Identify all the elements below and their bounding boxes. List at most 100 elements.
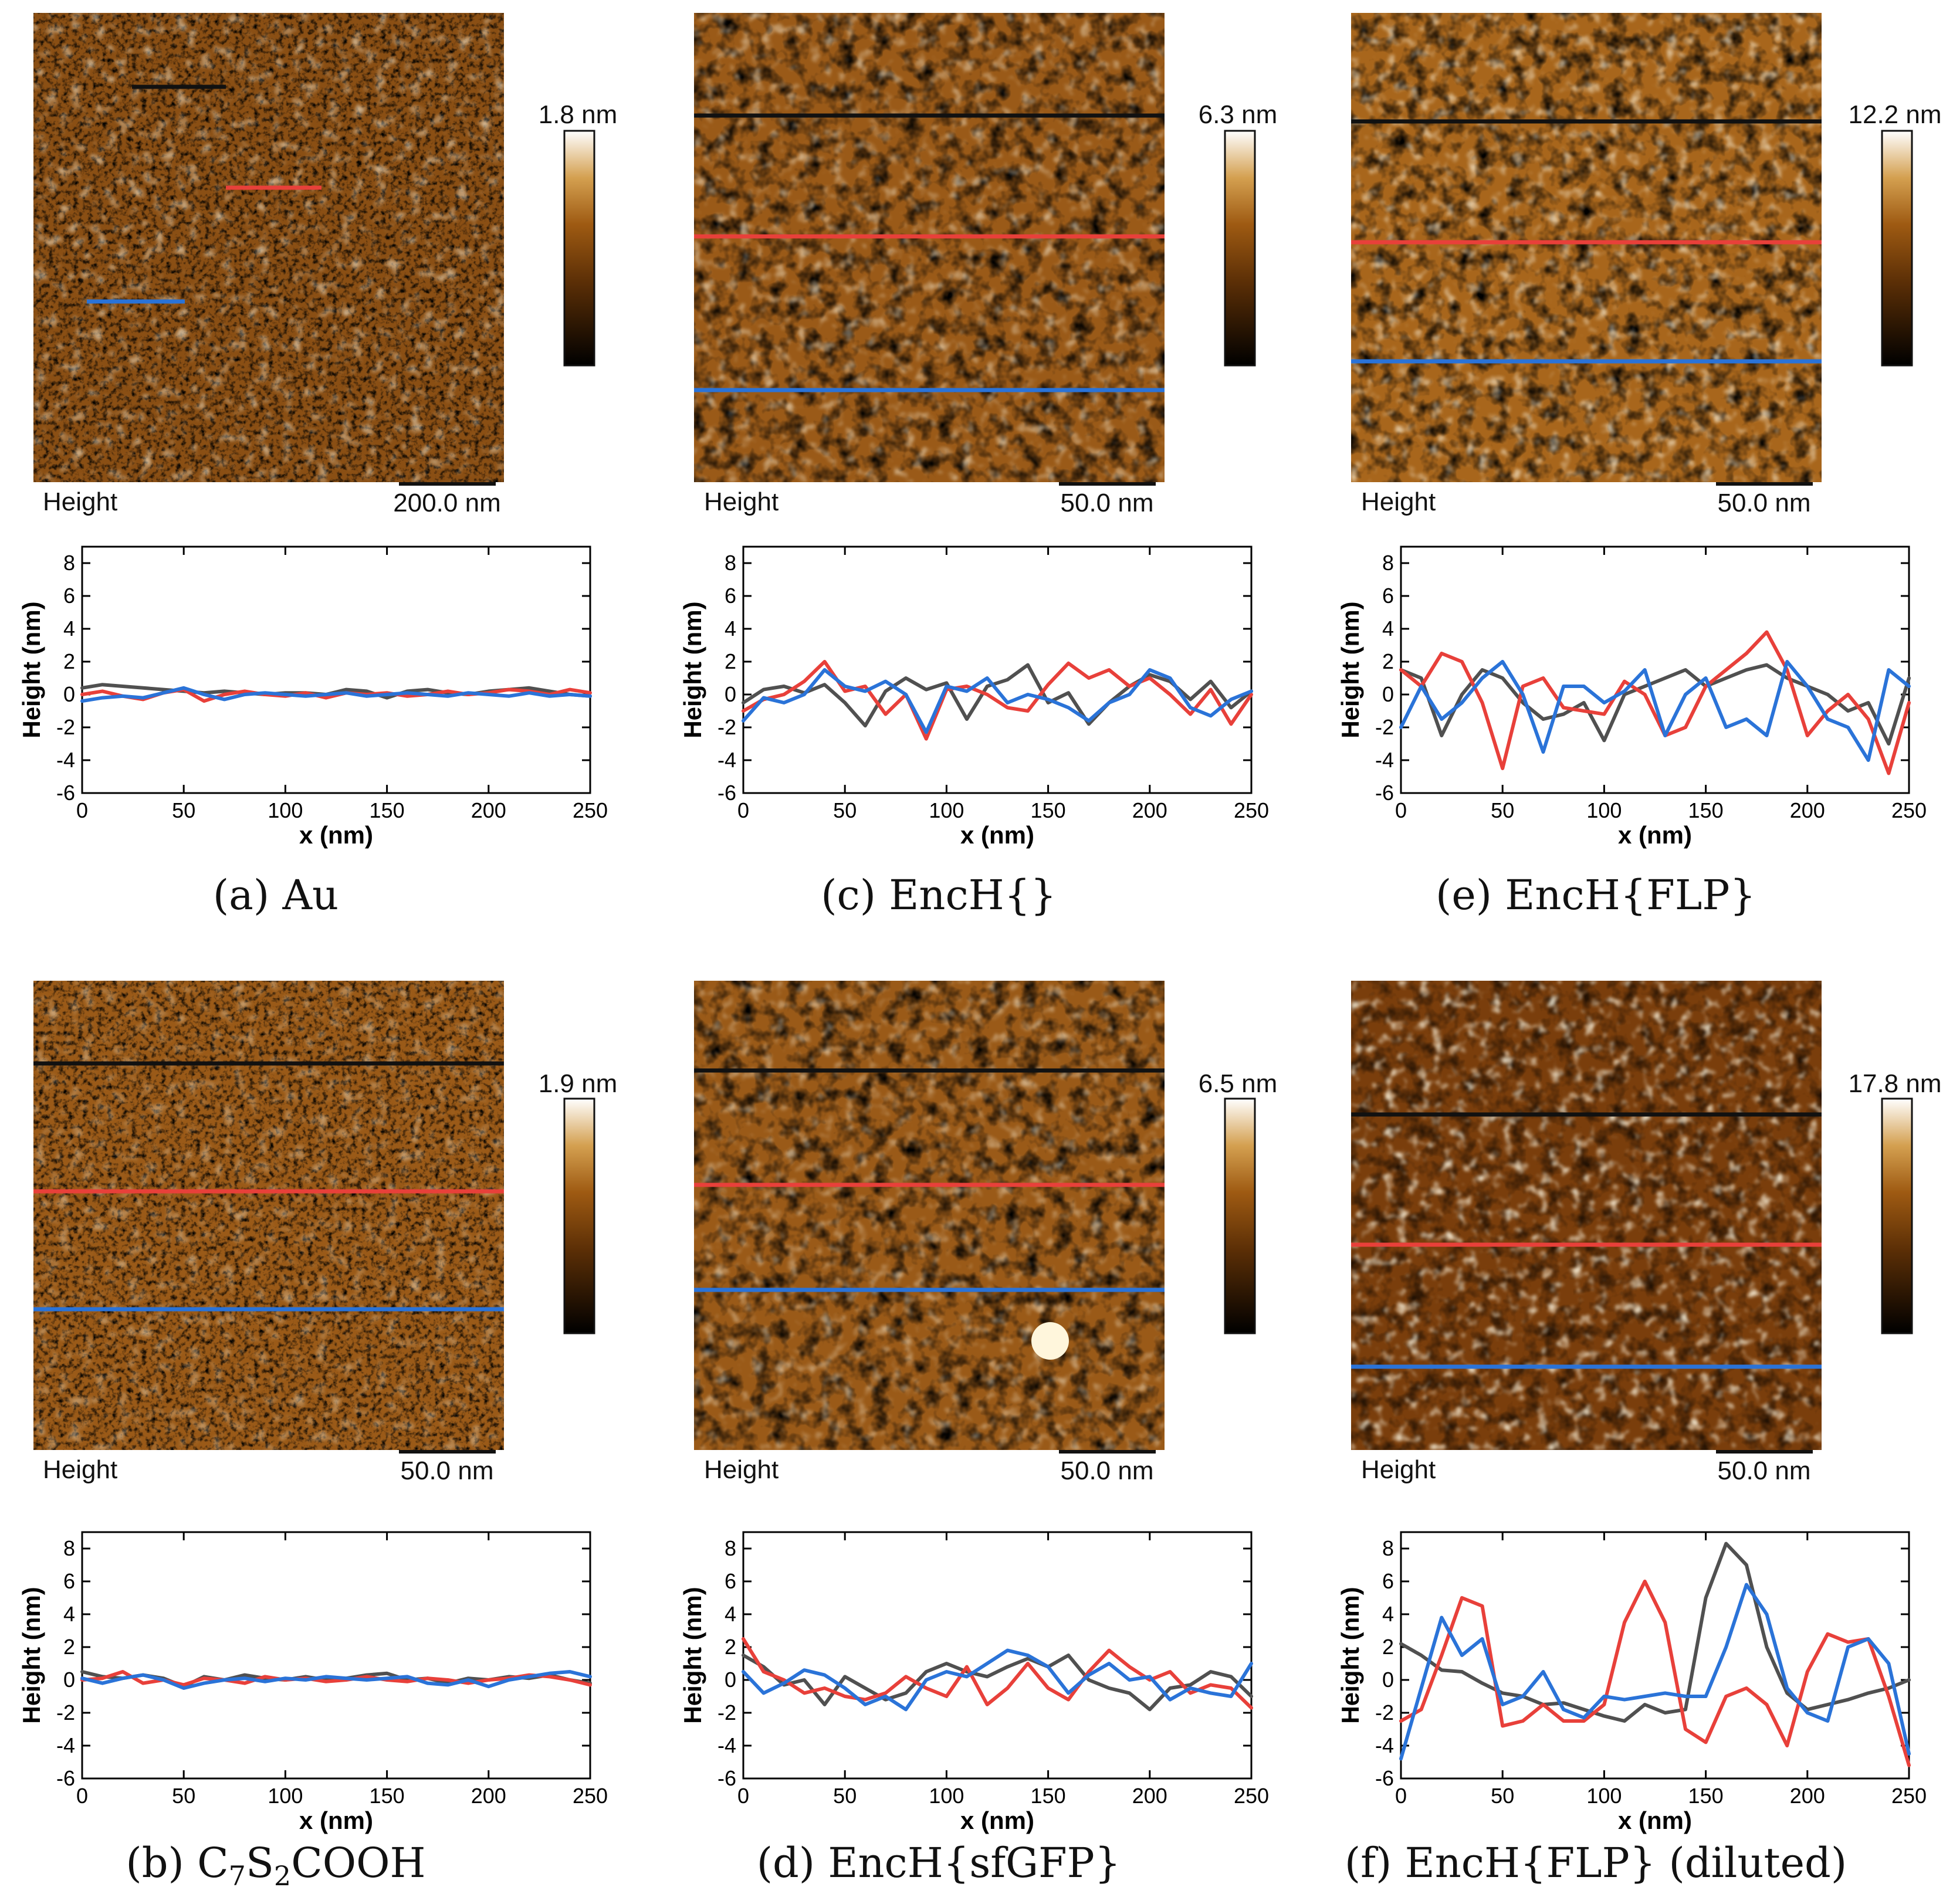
image-label-e: Height [1361,487,1436,516]
x-axis-label: x (nm) [960,1807,1034,1834]
x-tick-label: 100 [929,1784,964,1808]
x-tick-label: 150 [1688,798,1724,822]
y-axis-label: Height (nm) [18,601,45,738]
image-label-d: Height [704,1455,779,1484]
y-tick-label: -4 [56,1733,75,1757]
y-tick-label: -4 [717,1733,736,1757]
y-tick-label: -4 [1375,748,1394,772]
x-tick-label: 150 [1688,1784,1724,1808]
x-axis-label: x (nm) [1618,1807,1692,1834]
scale-bar-label-b: 50.0 nm [401,1456,494,1485]
x-tick-label: 250 [573,798,608,822]
x-tick-label: 150 [370,798,405,822]
colorbar-f [1881,1097,1913,1334]
y-tick-label: 4 [1382,616,1394,641]
afm-image-b [33,981,504,1450]
y-tick-label: 4 [1382,1602,1394,1626]
profile-plot-d: 0 50 100 150 200 250 -6 -4 -2 0 2 4 6 8 x (nm) Height (… [679,1531,1269,1834]
caption-d: (d) EncH{sfGFP} [757,1839,1121,1887]
series-line-black [1399,1542,1911,1723]
y-tick-label: 8 [63,551,75,575]
y-tick-label: -2 [56,1700,75,1725]
panel-c: Height 50.0 nm 6.3 nm 0 50 100 150 200 250 -6 -… [679,13,1277,919]
y-tick-label: -6 [1375,781,1394,805]
y-tick-label: 2 [1382,649,1394,673]
image-label-c: Height [704,487,779,516]
y-tick-label: -2 [56,715,75,739]
x-tick-label: 0 [1395,1784,1407,1808]
x-tick-label: 150 [1031,798,1066,822]
x-tick-label: 150 [370,1784,405,1808]
scale-bar-label-d: 50.0 nm [1061,1456,1154,1485]
x-tick-label: 100 [268,798,303,822]
y-tick-label: 6 [725,1569,736,1593]
y-tick-label: 4 [63,616,75,641]
x-tick-label: 50 [1491,1784,1514,1808]
caption-b-suffix: COOH [291,1839,425,1887]
x-tick-label: 100 [1586,798,1622,822]
y-tick-label: 2 [725,649,736,673]
image-label-f: Height [1361,1455,1436,1484]
caption-b: (b) C7S2COOH [126,1839,425,1892]
x-tick-label: 200 [1132,1784,1167,1808]
y-tick-label: -4 [56,748,75,772]
y-tick-label: 2 [1382,1635,1394,1659]
x-tick-label: 0 [1395,798,1407,822]
scale-bar-label-a: 200.0 nm [393,489,500,517]
panel-b: Height 50.0 nm 1.9 nm 0 50 100 150 200 250 -6 -… [18,981,617,1892]
x-tick-label: 200 [1790,1784,1825,1808]
panel-a: Height 200.0 nm 1.8 nm 0 50 100 150 200 250 -6… [18,13,617,919]
series-line-blue [80,686,592,703]
y-tick-label: 0 [1382,1668,1394,1692]
profile-plot-e: 0 50 100 150 200 250 -6 -4 -2 0 2 4 6 8 x (nm) Height (… [1336,546,1927,849]
y-tick-label: 0 [63,682,75,706]
scale-bar-label-e: 50.0 nm [1718,489,1811,517]
x-axis-label: x (nm) [299,1807,373,1834]
series-line-blue [1399,660,1911,762]
series-line-red [742,660,1253,741]
caption-b-sub2: 2 [274,1860,291,1892]
y-tick-label: 2 [63,649,75,673]
profile-plot-a: 0 50 100 150 200 250 -6 -4 -2 0 2 4 6 8 x (nm) Height (… [18,546,608,849]
x-axis-label: x (nm) [960,821,1034,849]
x-tick-label: 200 [1790,798,1825,822]
y-tick-label: 2 [725,1635,736,1659]
series-line-blue [742,668,1253,734]
plot-frame [81,1531,591,1780]
x-tick-label: 200 [1132,798,1167,822]
x-tick-label: 50 [172,798,195,822]
plot-frame [1400,1531,1910,1780]
x-tick-label: 0 [737,1784,749,1808]
series-line-red [742,1637,1253,1710]
x-tick-label: 50 [172,1784,195,1808]
caption-b-mid: S [246,1839,274,1887]
profile-plot-b: 0 50 100 150 200 250 -6 -4 -2 0 2 4 6 8 x (nm) Height (… [18,1531,608,1834]
profile-plot-f: 0 50 100 150 200 250 -6 -4 -2 0 2 4 6 8 x (nm) Height (… [1336,1531,1927,1834]
x-axis-label: x (nm) [299,821,373,849]
series-line-black [742,663,1253,728]
plot-frame [742,546,1253,794]
y-tick-label: 4 [725,616,736,641]
caption-e: (e) EncH{FLP} [1436,871,1756,919]
profile-plot-c: 0 50 100 150 200 250 -6 -4 -2 0 2 4 6 8 x (nm) Height (… [679,546,1269,849]
y-tick-label: 2 [63,1635,75,1659]
y-tick-label: -6 [717,781,736,805]
image-label-a: Height [43,487,117,516]
y-axis-label: Height (nm) [1336,1587,1364,1723]
colorbar-max-c: 6.3 nm [1199,100,1278,129]
y-tick-label: 6 [63,1569,75,1593]
colorbar-e [1881,130,1913,367]
x-tick-label: 150 [1031,1784,1066,1808]
plot-frame [1400,546,1910,794]
colorbar-max-d: 6.5 nm [1199,1069,1278,1098]
y-axis-label: Height (nm) [1336,601,1364,738]
afm-image-d [694,981,1165,1450]
colorbar-c [1224,130,1256,367]
x-tick-label: 200 [471,1784,506,1808]
y-tick-label: 6 [1382,584,1394,608]
x-tick-label: 250 [1891,1784,1927,1808]
y-tick-label: -6 [1375,1766,1394,1790]
plot-frame [81,546,591,794]
afm-image-c [694,13,1165,482]
y-axis-label: Height (nm) [18,1587,45,1723]
